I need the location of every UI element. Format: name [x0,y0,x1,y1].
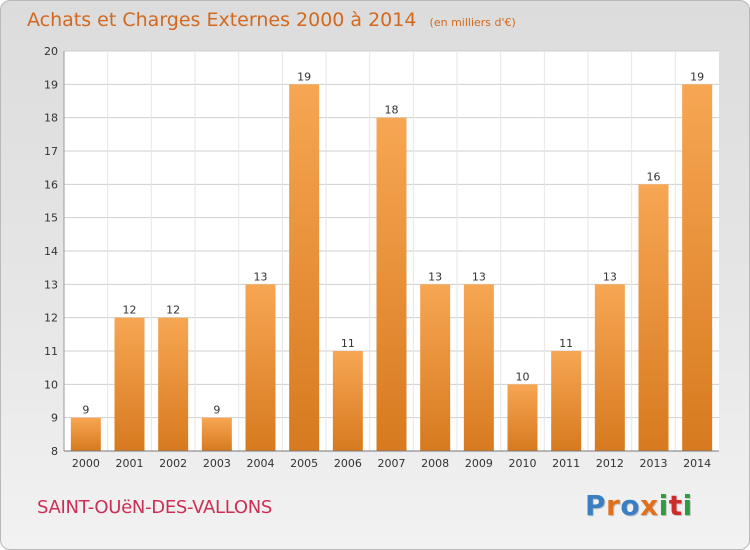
x-tick-label: 2003 [203,457,231,470]
title-row: Achats et Charges Externes 2000 à 2014 (… [27,9,516,31]
x-tick-label: 2014 [683,457,711,470]
bar [682,84,713,451]
y-tick-label: 11 [44,345,58,358]
brand-letter: o [620,489,641,522]
y-tick-label: 15 [44,212,58,225]
bar [114,317,145,451]
brand-letter: r [606,489,621,522]
x-tick-label: 2012 [596,457,624,470]
x-tick-label: 2005 [290,457,318,470]
commune-name: SAINT-OUëN-DES-VALLONS [37,497,273,518]
data-label: 11 [559,337,573,350]
bar [158,317,189,451]
bar [245,284,276,451]
data-label: 13 [428,270,442,283]
brand-letter: P [585,489,607,522]
bar [594,284,625,451]
bar [638,184,669,452]
data-label: 19 [690,70,704,83]
x-tick-label: 2013 [640,457,668,470]
x-tick-label: 2006 [334,457,362,470]
y-tick-label: 8 [51,445,58,458]
bar [507,384,538,451]
data-label: 9 [82,404,89,417]
x-tick-label: 2004 [247,457,275,470]
bar [376,117,407,452]
y-tick-label: 9 [51,412,58,425]
y-tick-label: 16 [44,178,58,191]
brand-logo: Proxiti [585,489,693,522]
x-tick-label: 2007 [378,457,406,470]
x-tick-label: 2002 [159,457,187,470]
x-tick-label: 2008 [421,457,449,470]
brand-letter: t [668,489,683,522]
bar [289,84,320,451]
data-label: 12 [123,304,137,317]
data-label: 18 [385,104,399,117]
data-label: 12 [166,304,180,317]
bar [70,417,101,451]
y-tick-label: 18 [44,112,58,125]
x-tick-label: 2009 [465,457,493,470]
brand-letter: i [658,489,669,522]
bar [463,284,494,451]
chart-title: Achats et Charges Externes 2000 à 2014 [27,9,417,31]
bar [420,284,451,451]
data-label: 11 [341,337,355,350]
y-tick-label: 13 [44,278,58,291]
y-tick-label: 10 [44,378,58,391]
data-label: 13 [603,270,617,283]
brand-letter: x [640,489,659,522]
data-label: 13 [472,270,486,283]
data-label: 9 [213,404,220,417]
bar [551,351,582,451]
y-tick-label: 19 [44,78,58,91]
data-label: 10 [516,370,530,383]
chart-subtitle: (en milliers d'€) [429,16,516,29]
x-tick-label: 2011 [552,457,580,470]
x-tick-label: 2010 [509,457,537,470]
data-label: 13 [254,270,268,283]
bar [201,417,232,451]
data-label: 19 [297,70,311,83]
y-tick-label: 14 [44,245,58,258]
x-tick-label: 2000 [72,457,100,470]
y-tick-label: 17 [44,145,58,158]
data-label: 16 [647,170,661,183]
x-tick-label: 2001 [116,457,144,470]
y-tick-label: 12 [44,312,58,325]
bar [332,351,363,451]
brand-letter: i [682,489,693,522]
y-tick-label: 20 [44,45,58,58]
